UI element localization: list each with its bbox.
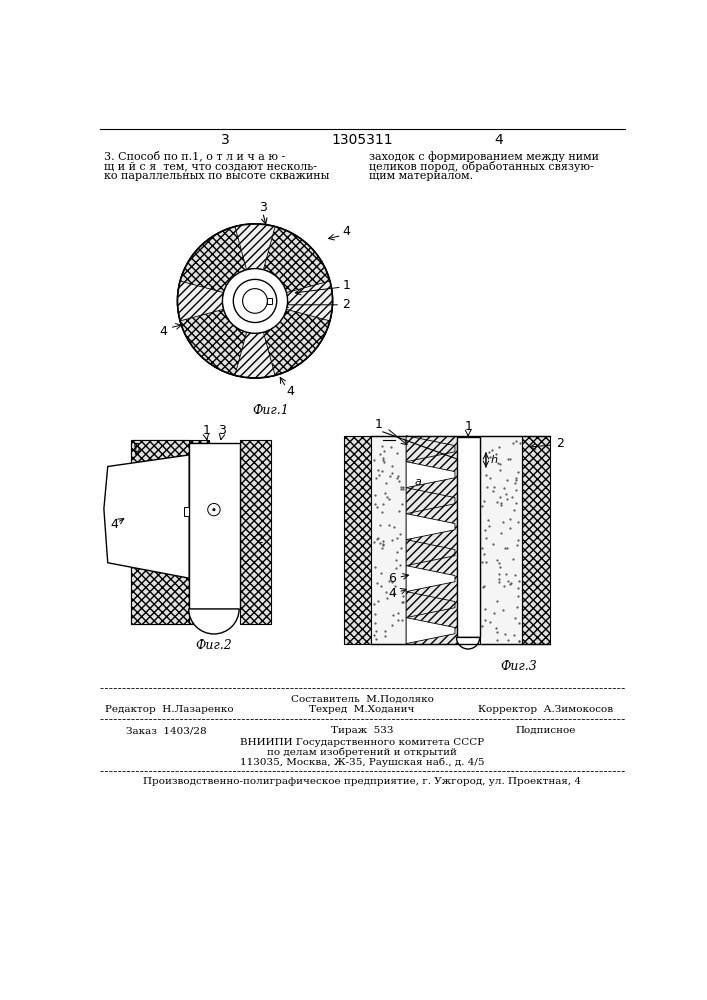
Text: по делам изобретений и открытий: по делам изобретений и открытий	[267, 747, 457, 757]
Bar	[371, 436, 406, 644]
Text: Тираж  533: Тираж 533	[331, 726, 393, 735]
Polygon shape	[177, 281, 223, 321]
Bar	[131, 440, 189, 624]
Text: 3: 3	[218, 424, 226, 437]
Text: целиков пород, обработанных связую-: целиков пород, обработанных связую-	[369, 161, 594, 172]
Text: ко параллельных по высоте скважины: ко параллельных по высоте скважины	[104, 171, 329, 181]
Polygon shape	[259, 305, 332, 377]
Text: 4: 4	[110, 518, 118, 531]
Text: Редактор  Н.Лазаренко: Редактор Н.Лазаренко	[105, 705, 234, 714]
Text: Фиг.2: Фиг.2	[196, 639, 233, 652]
Text: 2: 2	[342, 298, 351, 311]
Text: 6: 6	[388, 572, 396, 585]
Text: 113035, Москва, Ж-35, Раушская наб., д. 4/5: 113035, Москва, Ж-35, Раушская наб., д. …	[240, 757, 484, 767]
Bar	[522, 436, 549, 644]
Polygon shape	[406, 514, 455, 540]
Polygon shape	[178, 305, 251, 377]
Wedge shape	[189, 609, 239, 634]
Text: щ и й с я  тем, что создают несколь-: щ и й с я тем, что создают несколь-	[104, 161, 317, 171]
Text: Подписное: Подписное	[515, 726, 575, 735]
Bar	[240, 440, 271, 624]
Text: Корректор  А.Зимокосов: Корректор А.Зимокосов	[478, 705, 613, 714]
Polygon shape	[286, 281, 332, 321]
Text: 2: 2	[556, 437, 563, 450]
Text: 4: 4	[286, 385, 294, 398]
Circle shape	[223, 269, 288, 333]
Circle shape	[212, 508, 216, 511]
Polygon shape	[104, 455, 189, 578]
Polygon shape	[406, 436, 455, 462]
Bar	[406, 436, 457, 644]
Polygon shape	[235, 332, 275, 378]
Circle shape	[177, 224, 332, 378]
Text: 4: 4	[160, 325, 168, 338]
Text: 4: 4	[495, 133, 503, 147]
Bar	[185, 507, 189, 516]
Text: 1305311: 1305311	[331, 133, 393, 147]
Text: 3: 3	[221, 133, 230, 147]
Circle shape	[233, 279, 276, 323]
Text: a: a	[414, 477, 421, 487]
Text: 5: 5	[133, 442, 141, 455]
Text: 1: 1	[202, 424, 210, 437]
Text: 2: 2	[255, 533, 263, 546]
Text: Составитель  М.Подоляко: Составитель М.Подоляко	[291, 695, 433, 704]
Text: Фиг.3: Фиг.3	[500, 660, 537, 673]
Text: 1: 1	[375, 418, 383, 431]
Text: Фиг.1: Фиг.1	[252, 404, 289, 417]
Polygon shape	[259, 225, 332, 297]
Bar	[131, 440, 209, 624]
Text: h: h	[491, 455, 498, 465]
Polygon shape	[406, 592, 455, 618]
Bar	[267, 298, 272, 304]
Bar	[457, 437, 480, 637]
Text: 3: 3	[259, 201, 267, 214]
Text: 3. Способ по п.1, о т л и ч а ю -: 3. Способ по п.1, о т л и ч а ю -	[104, 151, 285, 162]
Circle shape	[243, 289, 267, 313]
Text: заходок с формированием между ними: заходок с формированием между ними	[369, 151, 599, 162]
Bar	[480, 436, 522, 644]
Text: 4: 4	[388, 587, 396, 600]
Text: щим материалом.: щим материалом.	[369, 171, 473, 181]
Text: 1: 1	[342, 279, 351, 292]
Circle shape	[208, 503, 220, 516]
Wedge shape	[457, 637, 480, 649]
Text: Заказ  1403/28: Заказ 1403/28	[126, 726, 206, 735]
Polygon shape	[406, 540, 455, 566]
Text: 4: 4	[342, 225, 351, 238]
Polygon shape	[178, 225, 251, 297]
Polygon shape	[406, 488, 455, 514]
Polygon shape	[235, 224, 275, 270]
Text: ВНИИПИ Государственного комитета СССР: ВНИИПИ Государственного комитета СССР	[240, 738, 484, 747]
Text: 1: 1	[464, 420, 472, 433]
Text: Техред  М.Ходанич: Техред М.Ходанич	[309, 705, 414, 714]
Polygon shape	[406, 462, 455, 488]
Bar	[189, 443, 240, 609]
Polygon shape	[406, 566, 455, 592]
Polygon shape	[406, 618, 455, 644]
Text: Производственно-полиграфическое предприятие, г. Ужгород, ул. Проектная, 4: Производственно-полиграфическое предприя…	[143, 777, 581, 786]
Bar	[344, 436, 371, 644]
